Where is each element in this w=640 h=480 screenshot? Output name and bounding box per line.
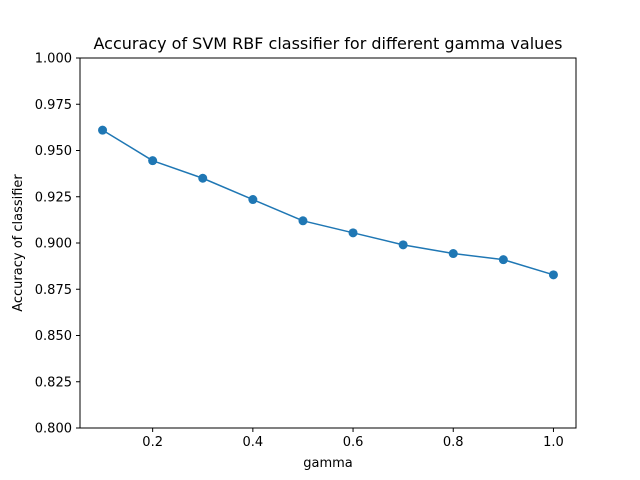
series-line-0	[102, 129, 554, 276]
data-point-0-3	[248, 195, 258, 205]
chart-title: Accuracy of SVM RBF classifier for diffe…	[94, 34, 563, 53]
x-tick-label-2: 0.6	[343, 435, 364, 450]
x-tick-label-3: 0.8	[443, 435, 464, 450]
x-tick-label-4: 1.0	[543, 435, 564, 450]
y-tick-label-5: 0.925	[35, 190, 72, 205]
x-tick-label-0: 0.2	[142, 435, 163, 450]
x-axis-label: gamma	[303, 456, 353, 471]
y-tick-label-3: 0.875	[35, 283, 72, 298]
y-axis-label: Accuracy of classifier	[11, 174, 26, 312]
data-point-0-0	[98, 125, 108, 135]
y-tick-label-1: 0.825	[35, 375, 72, 390]
plot-frame	[79, 57, 577, 429]
x-tick-label-1: 0.4	[243, 435, 264, 450]
data-point-0-2	[198, 173, 208, 183]
y-tick-label-6: 0.950	[35, 144, 72, 159]
data-point-0-8	[498, 255, 508, 265]
data-point-0-4	[298, 216, 308, 226]
data-point-0-6	[398, 240, 408, 250]
data-point-0-7	[448, 249, 458, 259]
y-tick-label-4: 0.900	[35, 237, 72, 252]
y-tick-label-2: 0.850	[35, 329, 72, 344]
data-point-0-9	[548, 270, 558, 280]
y-tick-label-0: 0.800	[35, 422, 72, 437]
y-tick-label-8: 1.000	[35, 52, 72, 67]
plot-area: 0.2 0.4 0.6 0.8 1.0 0.800 0.825 0.850 0.875 0.900…	[35, 52, 564, 451]
data-point-0-5	[348, 228, 358, 238]
y-tick-label-7: 0.975	[35, 98, 72, 113]
data-point-0-1	[148, 156, 158, 166]
